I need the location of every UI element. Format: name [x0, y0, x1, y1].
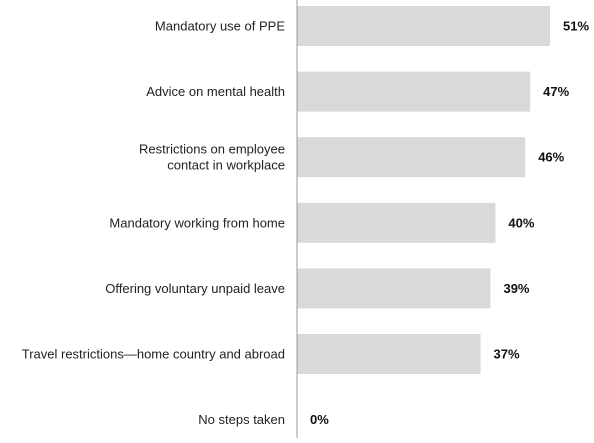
bar [297, 334, 481, 374]
value-label: 40% [508, 215, 534, 230]
category-labels: Mandatory use of PPE Advice on mental hea… [22, 19, 286, 428]
value-label: 39% [503, 281, 529, 296]
bar [297, 202, 496, 243]
category-label-line: Mandatory use of PPE [155, 19, 285, 34]
value-label: 0% [310, 412, 329, 427]
category-label: Mandatory working from home [109, 215, 285, 230]
category-label-line: Offering voluntary unpaid leave [105, 281, 285, 296]
category-label-line: contact in workplace [167, 158, 285, 173]
category-label-line: Restrictions on employee [139, 142, 285, 157]
category-label: Offering voluntary unpaid leave [105, 281, 285, 296]
category-label-line: Travel restrictions—home country and abr… [22, 347, 285, 362]
bar [297, 268, 491, 309]
value-label: 37% [494, 347, 520, 362]
bars [297, 6, 550, 374]
value-labels: 51% 47% 46% 40% 39% 37% 0% [310, 19, 589, 428]
value-label: 51% [563, 19, 589, 34]
category-label: Advice on mental health [146, 84, 285, 99]
category-label-line: Advice on mental health [146, 84, 285, 99]
category-label: Travel restrictions—home country and abr… [22, 347, 285, 362]
bar [297, 6, 550, 46]
category-label-line: Mandatory working from home [109, 215, 285, 230]
category-label: No steps taken [198, 412, 285, 427]
bar [297, 137, 526, 178]
category-label: Restrictions on employee contact in workp… [139, 142, 285, 173]
value-label: 47% [543, 84, 569, 99]
value-label: 46% [538, 150, 564, 165]
category-label: Mandatory use of PPE [155, 19, 285, 34]
category-label-line: No steps taken [198, 412, 285, 427]
bar [297, 71, 531, 112]
